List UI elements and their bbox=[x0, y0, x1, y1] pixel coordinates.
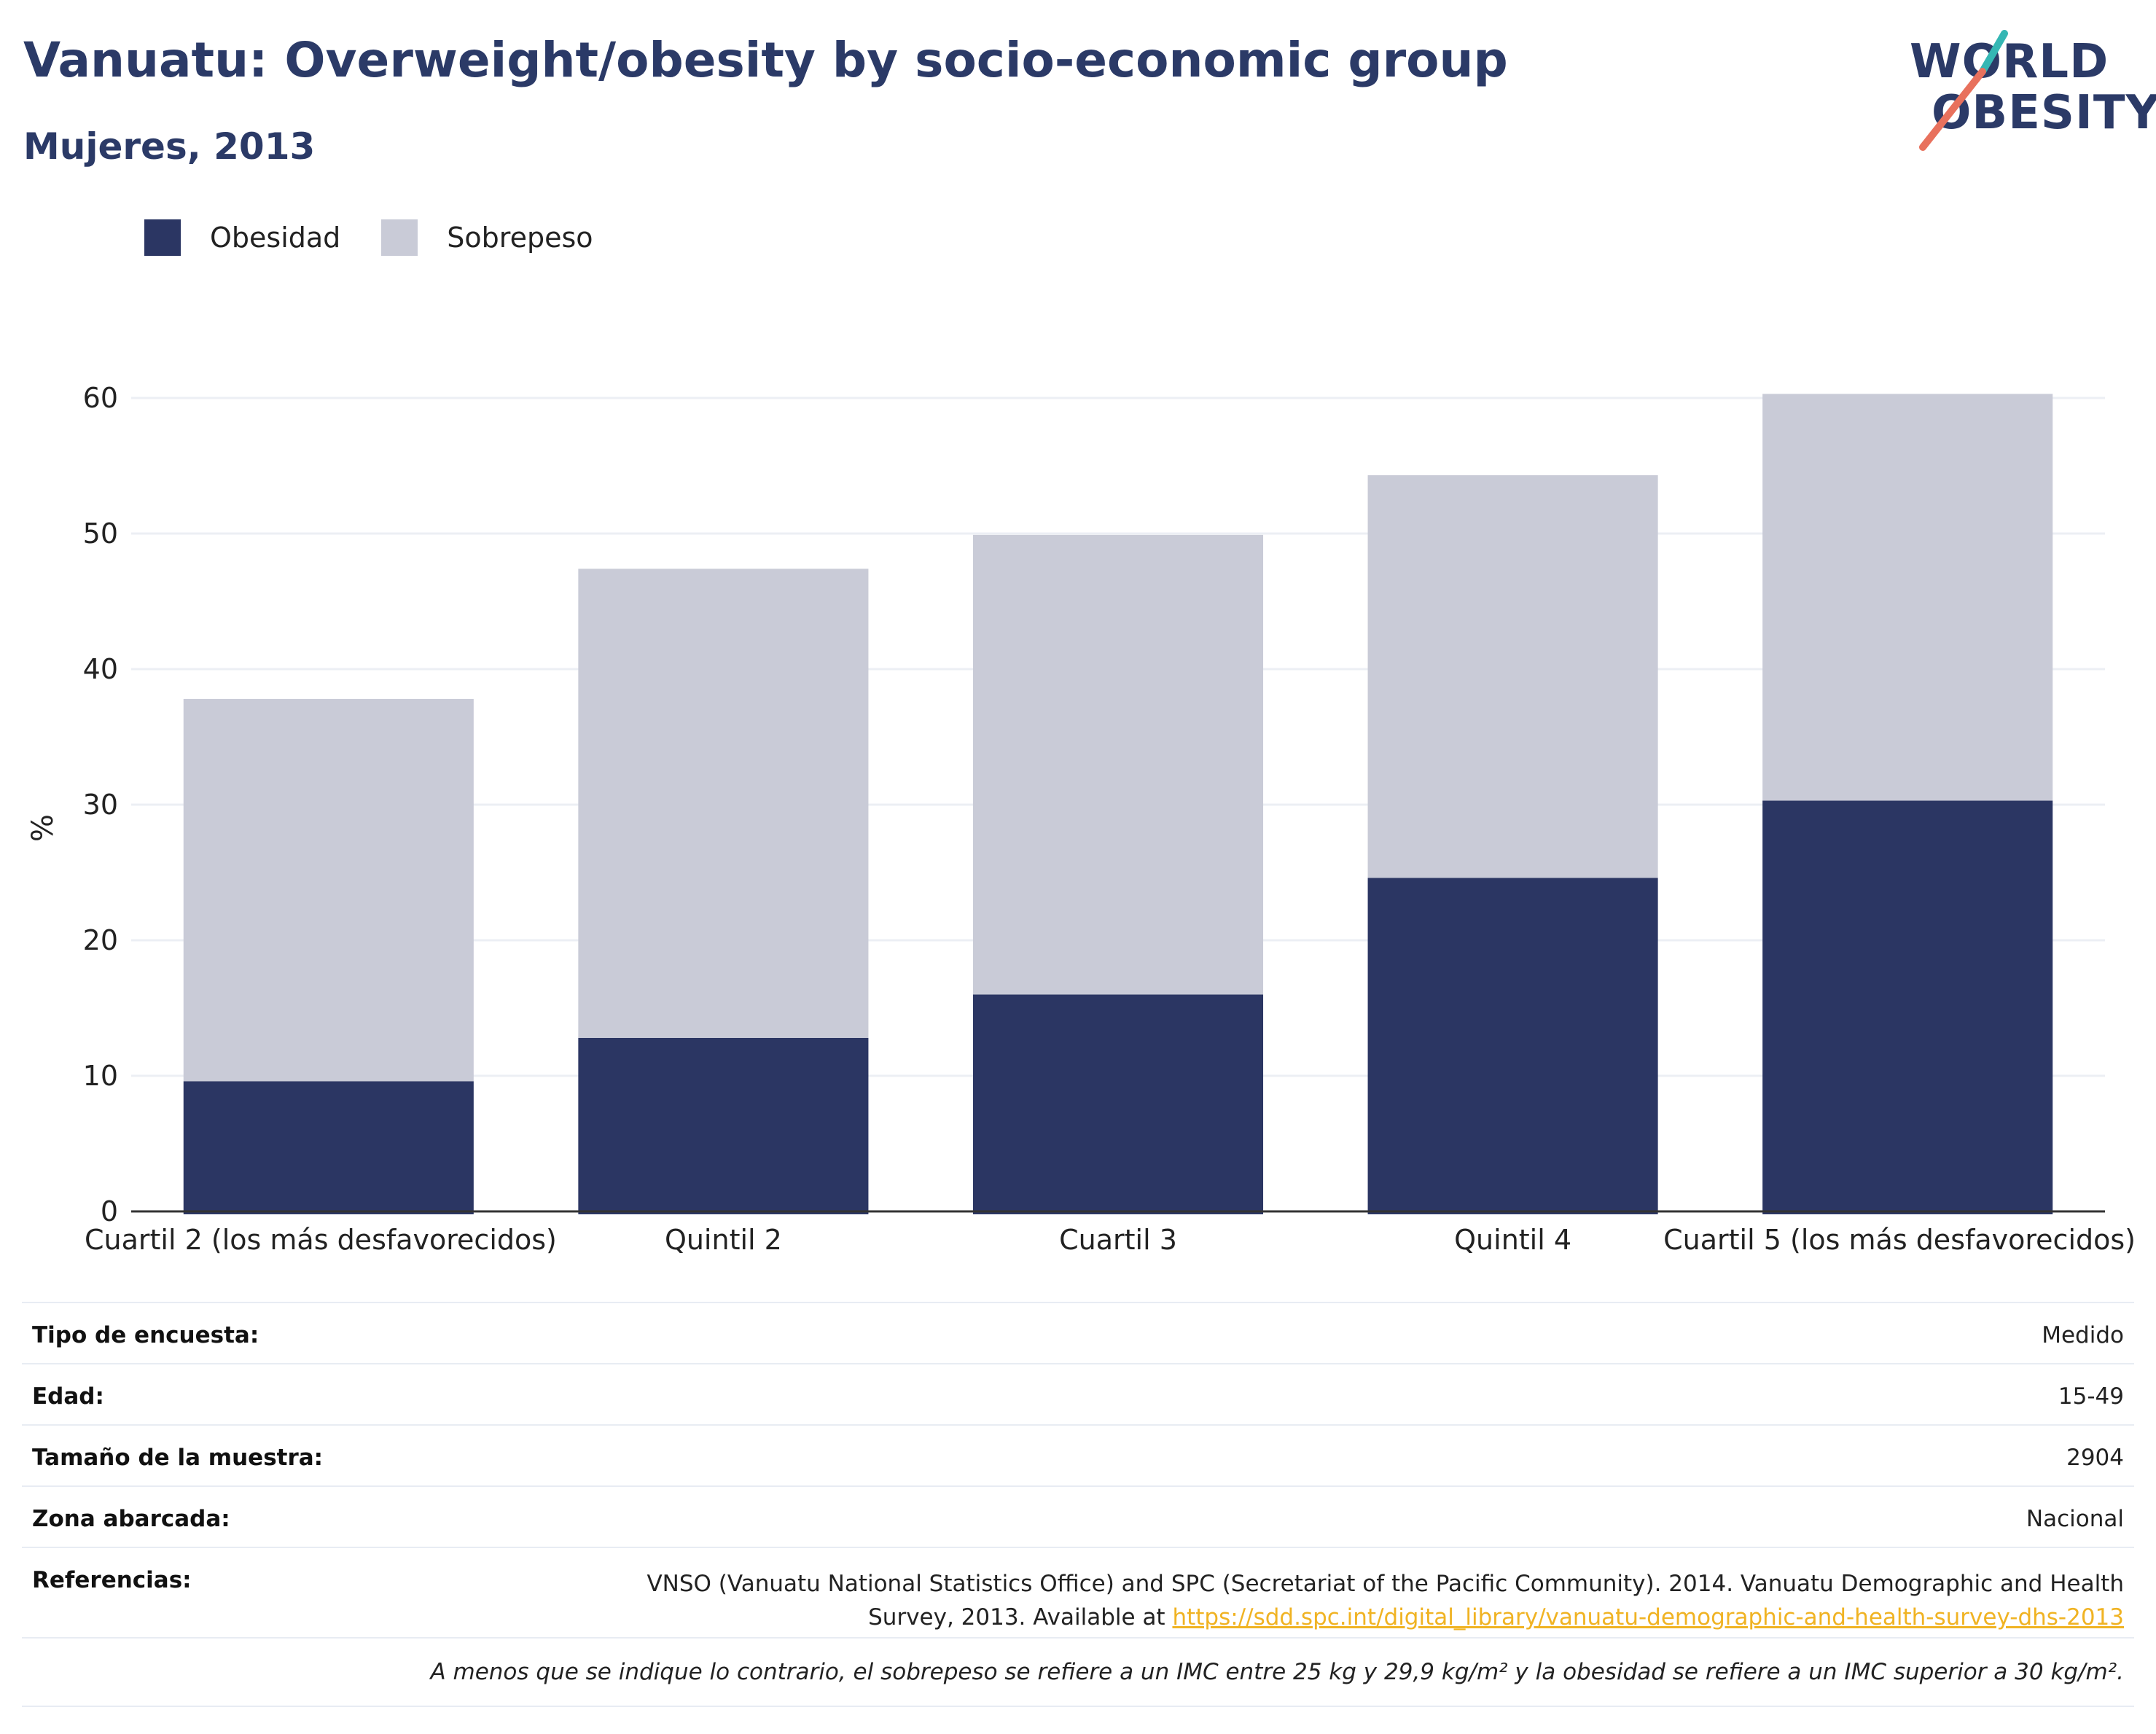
bar-obesidad bbox=[578, 1037, 869, 1214]
definition-note: A menos que se indique lo contrario, el … bbox=[22, 1637, 2134, 1707]
legend-swatch-obesidad bbox=[144, 219, 181, 256]
info-value: Nacional bbox=[2026, 1506, 2124, 1532]
chart-title: Vanuatu: Overweight/obesity by socio-eco… bbox=[23, 32, 1508, 88]
x-tick-label: Cuartil 5 (los más desfavorecidos) bbox=[1663, 1224, 2136, 1256]
legend-item-sobrepeso[interactable]: Sobrepeso bbox=[381, 219, 593, 256]
survey-info-table: Tipo de encuesta: Medido Edad: 15-49 Tam… bbox=[22, 1302, 2134, 1707]
info-label: Edad: bbox=[32, 1383, 104, 1410]
info-row-survey-type: Tipo de encuesta: Medido bbox=[22, 1302, 2134, 1363]
logo-line-1: WORLD bbox=[1910, 35, 2109, 89]
y-tick-label: 0 bbox=[101, 1195, 118, 1227]
info-label: Tamaño de la muestra: bbox=[32, 1445, 324, 1471]
info-value: Medido bbox=[2042, 1322, 2124, 1348]
info-row-age: Edad: 15-49 bbox=[22, 1363, 2134, 1424]
y-tick-label: 30 bbox=[83, 789, 118, 821]
info-label: Referencias: bbox=[32, 1567, 192, 1593]
info-row-references: Referencias: VNSO (Vanuatu National Stat… bbox=[22, 1547, 2134, 1637]
bar-obesidad bbox=[972, 994, 1264, 1214]
x-tick-label: Quintil 2 bbox=[665, 1224, 782, 1256]
y-tick-label: 10 bbox=[83, 1060, 118, 1092]
chart-subtitle: Mujeres, 2013 bbox=[23, 125, 316, 168]
references-citation: VNSO (Vanuatu National Statistics Office… bbox=[647, 1571, 2124, 1630]
y-tick-label: 40 bbox=[83, 653, 118, 685]
info-row-sample-size: Tamaño de la muestra: 2904 bbox=[22, 1424, 2134, 1485]
info-value: 15-49 bbox=[2058, 1383, 2124, 1410]
y-tick-label: 50 bbox=[83, 518, 118, 550]
bar-obesidad bbox=[1762, 800, 2053, 1214]
info-label: Tipo de encuesta: bbox=[32, 1322, 259, 1348]
world-obesity-logo: WORLD OBESITY bbox=[1895, 29, 2156, 160]
y-axis-label: % bbox=[26, 814, 60, 842]
references-text: VNSO (Vanuatu National Statistics Office… bbox=[630, 1567, 2124, 1634]
legend: Obesidad Sobrepeso bbox=[144, 219, 634, 257]
x-tick-label: Cuartil 2 (los más desfavorecidos) bbox=[85, 1224, 557, 1256]
y-tick-label: 60 bbox=[83, 382, 118, 414]
bar-sobrepeso bbox=[972, 534, 1264, 995]
bar-sobrepeso bbox=[578, 569, 869, 1038]
logo-slash-icon bbox=[1919, 30, 2008, 151]
x-tick-label: Quintil 4 bbox=[1454, 1224, 1571, 1256]
logo-line-2: OBESITY bbox=[1932, 86, 2156, 140]
info-value: 2904 bbox=[2066, 1445, 2124, 1471]
info-row-coverage: Zona abarcada: Nacional bbox=[22, 1485, 2134, 1547]
bar-sobrepeso bbox=[1367, 475, 1658, 878]
legend-label-sobrepeso: Sobrepeso bbox=[447, 222, 593, 254]
y-tick-label: 20 bbox=[83, 924, 118, 956]
legend-swatch-sobrepeso bbox=[381, 219, 418, 256]
legend-item-obesidad[interactable]: Obesidad bbox=[144, 219, 340, 256]
bar-sobrepeso bbox=[1762, 394, 2053, 801]
bar-chart: 0 10 20 30 40 50 60 Cuartil 2 (los más desfavor… bbox=[26, 382, 2136, 1256]
info-label: Zona abarcada: bbox=[32, 1506, 230, 1532]
references-link[interactable]: https://sdd.spc.int/digital_library/vanu… bbox=[1172, 1604, 2124, 1630]
bar-obesidad bbox=[1367, 878, 1658, 1214]
bar-obesidad bbox=[183, 1081, 474, 1214]
x-tick-label: Cuartil 3 bbox=[1059, 1224, 1177, 1256]
bar-sobrepeso bbox=[183, 698, 474, 1082]
legend-label-obesidad: Obesidad bbox=[210, 222, 341, 254]
